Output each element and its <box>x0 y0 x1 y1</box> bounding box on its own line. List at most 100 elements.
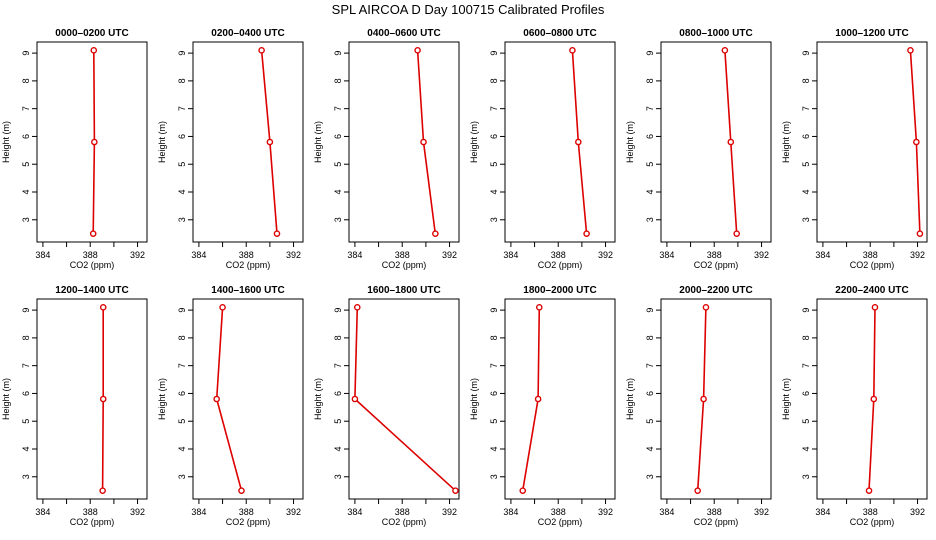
profile-point <box>865 487 873 494</box>
chart-panel-1: 0000–0200 UTC 384 388 392 CO2 (ppm) 3 4 5 6 7 8 9 He… <box>1 28 148 270</box>
x-tick-label: 384 <box>347 250 362 260</box>
chart-panel-9: 1600–1800 UTC 384 388 392 CO2 (ppm) 3 4 5 6 7 8 9 He… <box>313 285 460 527</box>
profile-point <box>702 304 710 311</box>
profile-point <box>351 395 359 403</box>
x-tick-label: 384 <box>815 250 830 260</box>
y-tick-label: 7 <box>177 363 187 368</box>
plot-frame <box>504 298 616 500</box>
profile-point <box>90 47 98 54</box>
x-axis-label: CO2 (ppm) <box>70 260 115 270</box>
y-tick-label: 6 <box>801 134 811 139</box>
x-tick-label: 388 <box>551 507 566 517</box>
y-tick-label: 5 <box>645 419 655 424</box>
plot-frame <box>348 41 460 243</box>
x-tick-label: 392 <box>910 507 925 517</box>
x-tick-label: 384 <box>659 250 674 260</box>
y-tick-label: 8 <box>177 335 187 340</box>
x-tick-label: 388 <box>395 250 410 260</box>
y-tick-label: 6 <box>21 134 31 139</box>
plot-frame <box>504 41 616 243</box>
y-tick-label: 6 <box>801 391 811 396</box>
panel-title: 1400–1600 UTC <box>211 285 284 296</box>
y-tick-label: 9 <box>489 51 499 56</box>
x-tick-label: 384 <box>35 250 50 260</box>
x-tick-label: 388 <box>395 507 410 517</box>
y-axis-label: Height (m) <box>469 378 479 420</box>
y-tick-label: 5 <box>489 162 499 167</box>
y-tick-label: 8 <box>177 78 187 83</box>
y-axis-label: Height (m) <box>1 121 11 163</box>
x-tick-label: 384 <box>191 507 206 517</box>
profile-point <box>536 304 543 311</box>
x-axis-label: CO2 (ppm) <box>850 260 895 270</box>
y-tick-label: 7 <box>801 363 811 368</box>
y-tick-label: 3 <box>21 474 31 479</box>
x-tick-label: 384 <box>503 250 518 260</box>
y-tick-label: 3 <box>489 217 499 222</box>
y-tick-label: 4 <box>21 446 31 451</box>
x-tick-label: 388 <box>239 507 254 517</box>
plot-frame <box>192 41 304 243</box>
y-tick-label: 8 <box>489 78 499 83</box>
profile-point <box>213 395 220 403</box>
y-tick-label: 7 <box>645 106 655 111</box>
y-tick-label: 4 <box>645 446 655 451</box>
profile-point <box>99 487 106 494</box>
x-tick-label: 392 <box>754 250 769 260</box>
profile-point <box>534 395 542 403</box>
y-tick-label: 9 <box>21 51 31 56</box>
y-axis-label: Height (m) <box>625 378 635 420</box>
plot-frame <box>816 41 928 243</box>
profile-point <box>519 487 527 494</box>
profile-point <box>721 47 729 54</box>
x-tick-label: 392 <box>130 507 145 517</box>
y-tick-label: 4 <box>645 189 655 194</box>
profile-point <box>89 230 97 237</box>
profile-point <box>432 230 439 237</box>
profile-point <box>273 230 281 237</box>
y-tick-label: 6 <box>21 391 31 396</box>
x-axis-label: CO2 (ppm) <box>382 517 427 527</box>
y-tick-label: 6 <box>333 391 343 396</box>
profile-point <box>575 138 582 146</box>
profile-point <box>91 138 98 146</box>
y-tick-label: 8 <box>801 78 811 83</box>
y-axis-label: Height (m) <box>781 121 791 163</box>
y-tick-label: 5 <box>645 162 655 167</box>
y-tick-label: 8 <box>333 335 343 340</box>
x-tick-label: 392 <box>286 250 301 260</box>
chart-panel-11: 2000–2200 UTC 384 388 392 CO2 (ppm) 3 4 5 6 7 8 9 He… <box>625 285 772 527</box>
y-tick-label: 5 <box>489 419 499 424</box>
x-axis-label: CO2 (ppm) <box>382 260 427 270</box>
y-tick-label: 5 <box>177 162 187 167</box>
x-axis-label: CO2 (ppm) <box>694 260 739 270</box>
x-tick-label: 388 <box>551 250 566 260</box>
y-tick-label: 7 <box>333 106 343 111</box>
x-axis-label: CO2 (ppm) <box>226 260 271 270</box>
chart-panel-4: 0600–0800 UTC 384 388 392 CO2 (ppm) 3 4 5 6 7 8 9 He… <box>469 28 616 270</box>
y-tick-label: 9 <box>21 308 31 313</box>
x-tick-label: 392 <box>286 507 301 517</box>
chart-panel-6: 1000–1200 UTC 384 388 392 CO2 (ppm) 3 4 5 6 7 8 9 He… <box>781 28 928 270</box>
y-tick-label: 7 <box>489 106 499 111</box>
x-tick-label: 388 <box>863 507 878 517</box>
y-tick-label: 7 <box>21 363 31 368</box>
y-tick-label: 8 <box>21 78 31 83</box>
plot-frame <box>36 298 148 500</box>
y-tick-label: 5 <box>801 419 811 424</box>
x-tick-label: 384 <box>815 507 830 517</box>
x-tick-label: 384 <box>659 507 674 517</box>
y-axis-label: Height (m) <box>469 121 479 163</box>
profile-point <box>266 138 274 146</box>
y-tick-label: 9 <box>801 308 811 313</box>
panel-title: 0600–0800 UTC <box>523 28 596 39</box>
y-tick-label: 3 <box>333 474 343 479</box>
y-tick-label: 3 <box>801 474 811 479</box>
chart-panel-3: 0400–0600 UTC 384 388 392 CO2 (ppm) 3 4 5 6 7 8 9 He… <box>313 28 460 270</box>
chart-panel-2: 0200–0400 UTC 384 388 392 CO2 (ppm) 3 4 5 6 7 8 9 He… <box>157 28 304 270</box>
profile-point <box>99 395 107 403</box>
y-tick-label: 6 <box>645 134 655 139</box>
y-tick-label: 5 <box>21 419 31 424</box>
chart-panel-8: 1400–1600 UTC 384 388 392 CO2 (ppm) 3 4 5 6 7 8 9 He… <box>157 285 304 527</box>
